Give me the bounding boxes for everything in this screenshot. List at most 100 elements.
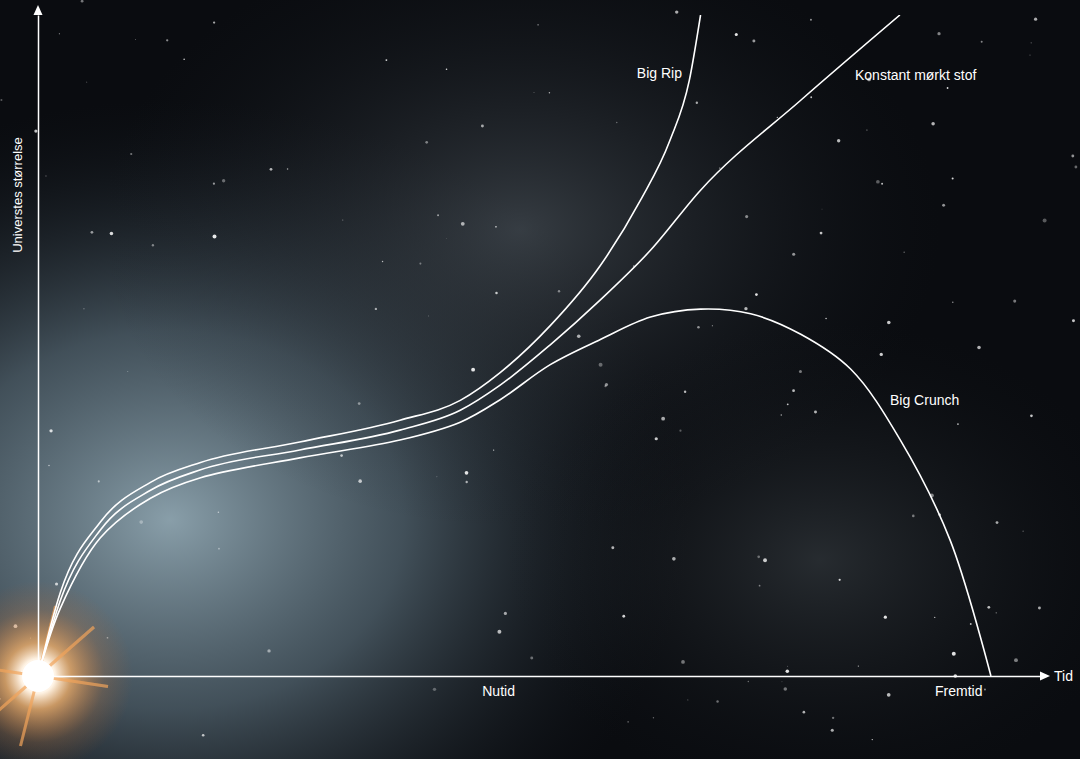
star [696,102,698,104]
star [213,21,215,23]
x-arrowhead [1040,672,1050,681]
star [748,681,749,682]
star [549,92,550,93]
star [436,476,438,478]
star [218,511,220,513]
star [719,167,721,169]
star [675,10,678,13]
star [59,33,60,34]
star [866,129,867,130]
y-arrowhead [34,5,43,15]
star [672,557,676,561]
star [83,308,84,309]
x-axis-line [39,676,1041,678]
series-line [38,15,900,676]
series-label: Konstant mørkt stof [855,67,976,83]
star [465,471,469,475]
star [287,168,288,169]
star [787,403,789,405]
star [481,125,484,128]
star [759,585,761,587]
star [970,623,972,625]
star [267,649,270,652]
star [745,215,748,218]
star [86,82,87,83]
star [957,423,959,425]
star [884,616,887,619]
star [832,717,834,719]
star [679,430,681,432]
star [465,481,467,483]
origin-glow [0,581,133,759]
star [45,175,46,176]
x-axis-title: Tid [1054,668,1073,684]
star [358,402,361,405]
y-axis-line [38,16,40,677]
star [814,411,817,414]
star [887,693,891,697]
star [530,657,533,660]
star [810,96,812,98]
star [127,370,129,372]
star [687,699,689,701]
glow [0,581,133,759]
star [437,214,439,216]
star [931,122,935,126]
star [425,141,428,144]
star [537,24,538,25]
star [1013,300,1016,303]
star [375,308,377,310]
plot-area [38,15,991,676]
star [763,558,767,562]
star [213,183,215,185]
star [270,168,273,171]
star [825,318,827,320]
star [784,687,788,691]
star [342,220,343,221]
star [622,615,625,618]
star [887,321,891,325]
star [135,39,137,41]
x-axis: NutidFremtid [39,676,1041,699]
star [858,665,859,666]
star [820,232,823,235]
star [786,670,790,674]
star [98,480,100,482]
star [202,734,205,737]
series-label: Big Crunch [890,392,959,408]
x-tick: Fremtid [935,676,982,699]
star [1022,530,1023,531]
star [981,41,983,43]
star [222,179,225,182]
star [1074,166,1077,169]
star [947,87,949,89]
star [839,579,841,581]
star [1030,414,1033,417]
star [781,414,783,416]
star [183,58,185,60]
star [139,520,143,524]
star [1014,658,1018,662]
star [684,391,686,393]
star [1072,319,1075,322]
star [996,521,999,524]
nebula [500,320,1080,759]
star [987,606,990,609]
series-label: Big Rip [637,65,682,81]
star [752,39,755,42]
star [49,429,52,432]
star [697,326,700,329]
x-tick-label: Fremtid [935,683,982,699]
y-axis-title: Universtes størrelse [10,137,25,253]
star [984,688,986,690]
star [792,253,795,256]
star [446,69,448,71]
star [577,334,581,338]
star [777,117,778,118]
star [433,688,436,691]
star [661,417,665,421]
star [1071,155,1074,158]
star [616,122,617,123]
star [495,226,497,228]
star [735,33,738,36]
